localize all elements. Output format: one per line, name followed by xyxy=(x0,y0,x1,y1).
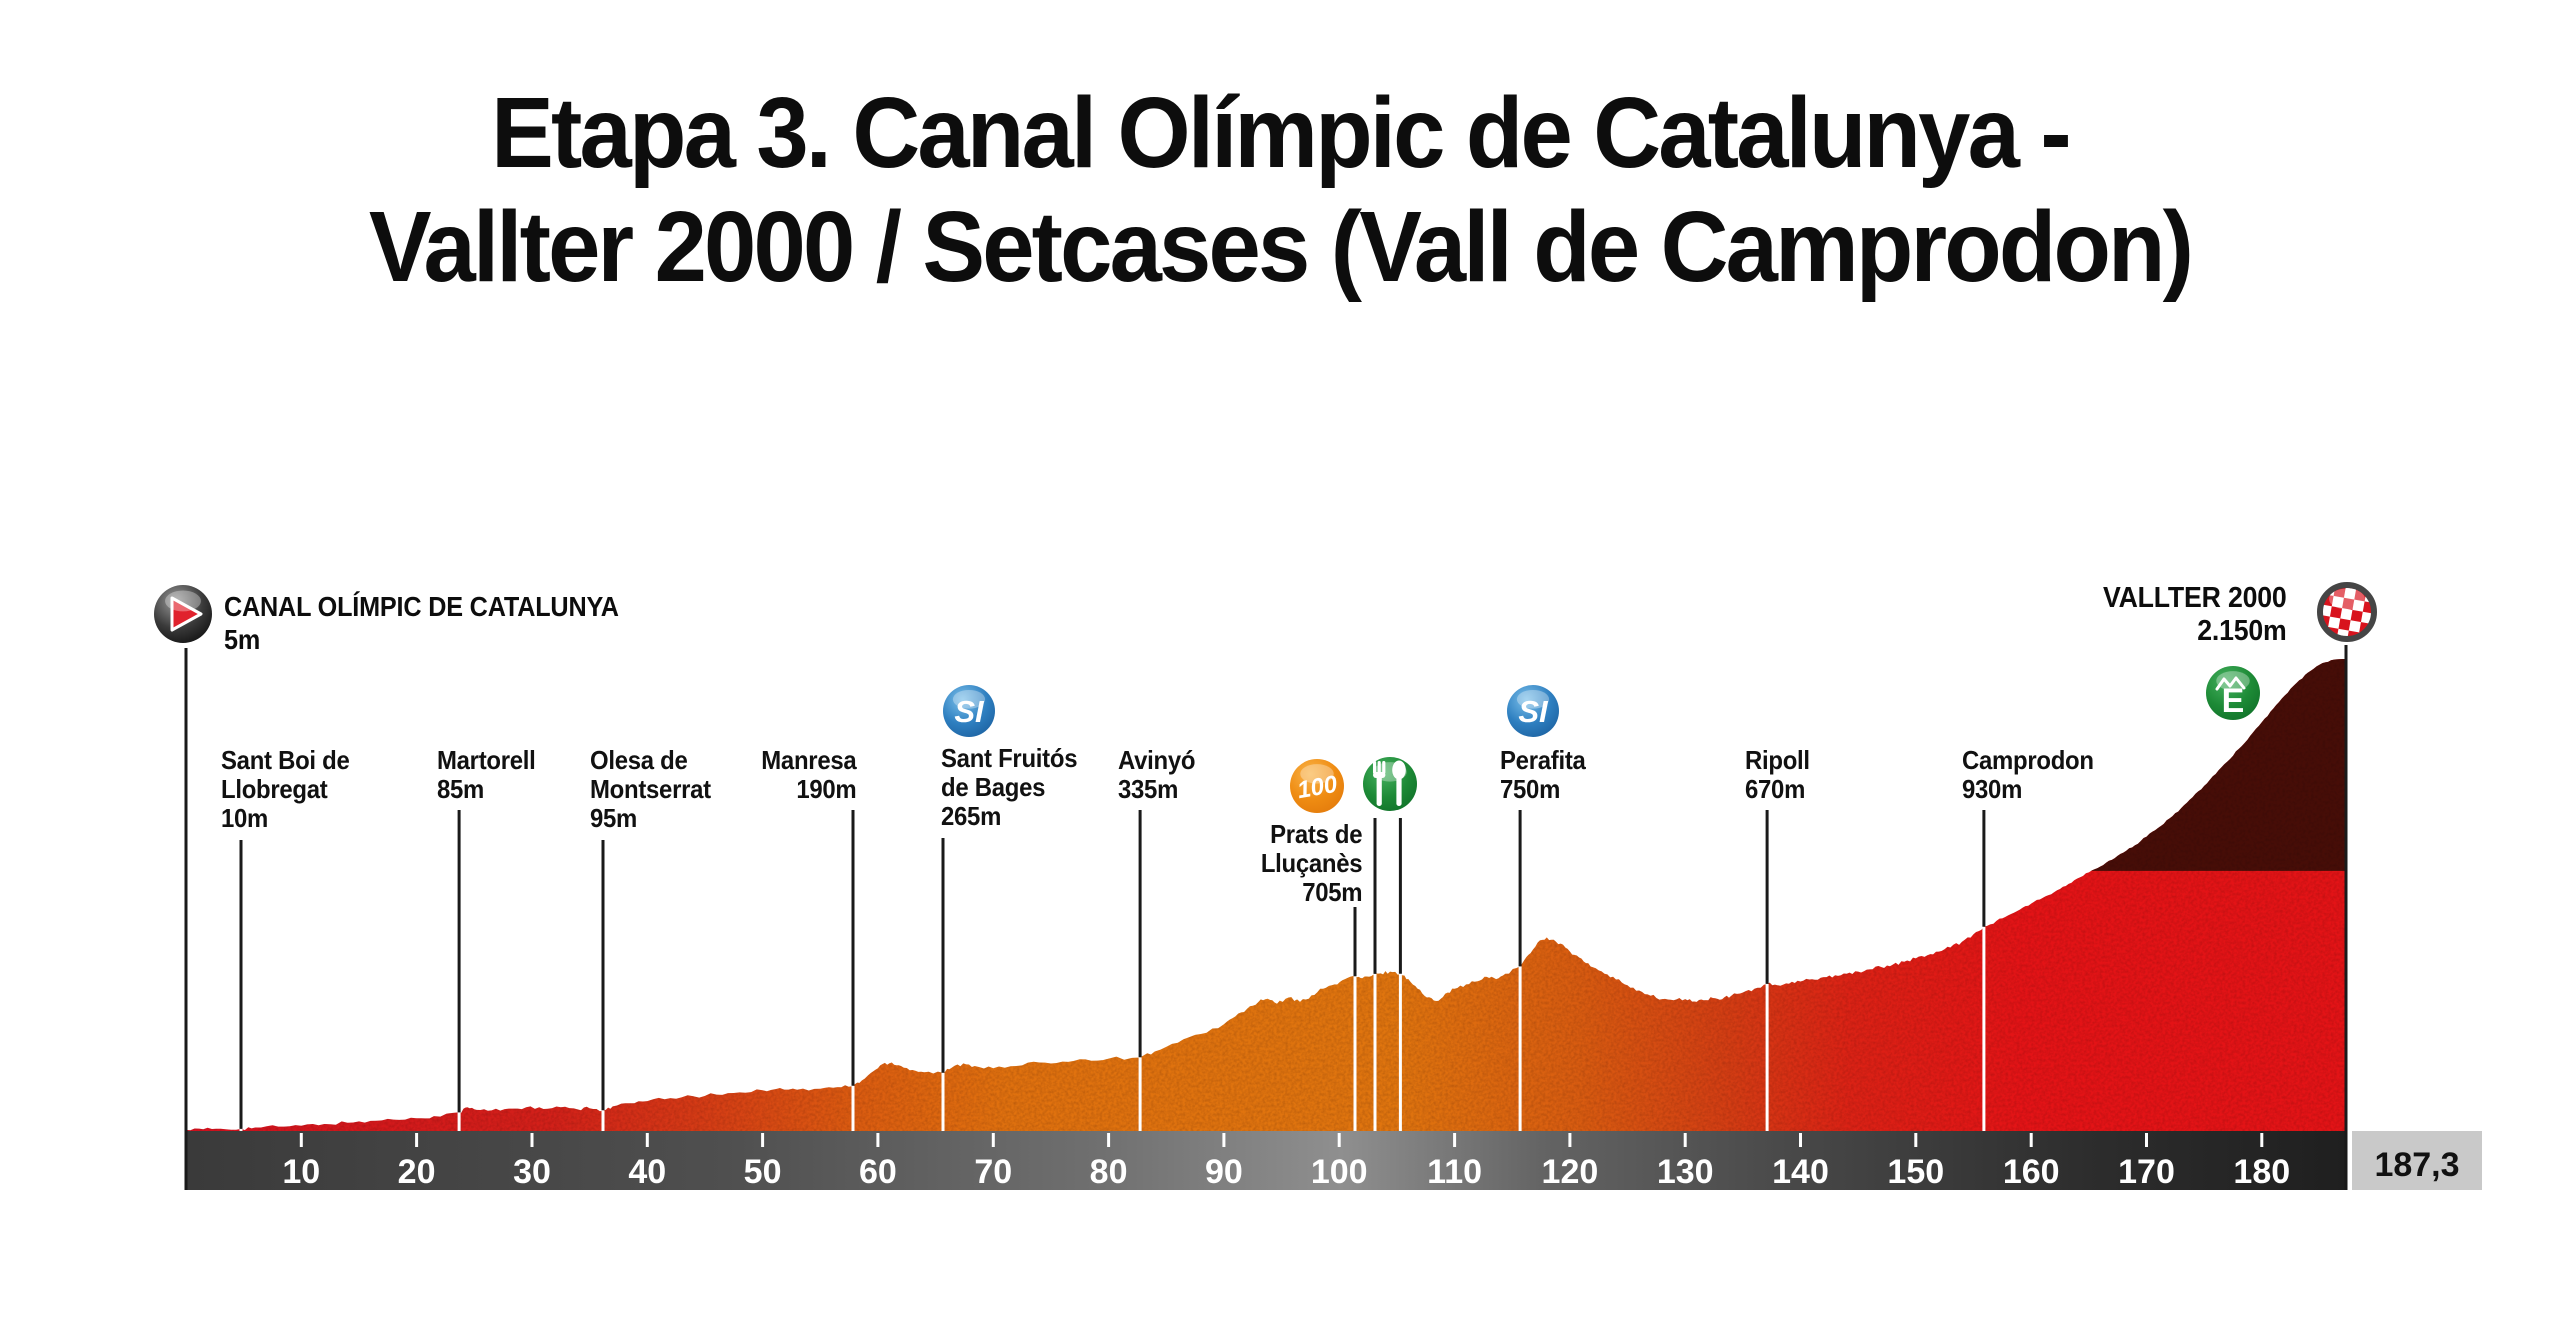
axis-tick-label: 170 xyxy=(2118,1153,2175,1191)
axis-tick-label: 50 xyxy=(744,1153,782,1191)
waypoint-label-line: 930m xyxy=(1962,774,2023,804)
waypoint-label-line: de Bages xyxy=(941,772,1046,802)
axis-tick xyxy=(1222,1133,1226,1147)
category-e-climb-icon: E xyxy=(2206,666,2260,720)
total-distance-box xyxy=(2352,1131,2482,1190)
waypoint-label-line: Camprodon xyxy=(1962,745,2094,775)
waypoint-label-olesa: Olesa de Montserrat 95m xyxy=(590,746,711,833)
axis-tick-label: 60 xyxy=(859,1153,897,1191)
axis-tick xyxy=(876,1133,880,1147)
waypoint-label-ripoll: Ripoll 670m xyxy=(1745,746,1810,804)
waypoint-label-line: Prats de xyxy=(1269,819,1362,849)
axis-tick-label: 20 xyxy=(398,1153,436,1191)
axis-tick-label: 40 xyxy=(628,1153,666,1191)
axis-tick xyxy=(1337,1133,1341,1147)
total-distance-label: 187,3 xyxy=(2374,1146,2459,1184)
waypoint-label-martorell: Martorell 85m xyxy=(437,746,536,804)
axis-tick xyxy=(1107,1133,1111,1147)
axis-tick-label: 80 xyxy=(1090,1153,1128,1191)
waypoint-label-line: Sant Fruitós xyxy=(941,743,1078,773)
waypoint-label-line: Llobregat xyxy=(221,774,328,804)
waypoint-label-perafita: Perafita 750m xyxy=(1500,746,1586,804)
waypoint-label-prats: Prats de Lluçanès 705m xyxy=(1260,819,1363,907)
page-title-line2: Vallter 2000 / Setcases (Vall de Camprod… xyxy=(368,191,2194,303)
page-title: Etapa 3. Canal Olímpic de Catalunya - Va… xyxy=(77,76,2483,304)
waypoint-label-line: 95m xyxy=(590,803,638,833)
waypoint-label-line: Olesa de xyxy=(590,745,688,775)
axis-tick xyxy=(761,1133,765,1147)
page-title-line1: Etapa 3. Canal Olímpic de Catalunya - xyxy=(491,77,2072,189)
svg-text:SI: SI xyxy=(1518,694,1549,729)
axis-tick xyxy=(415,1133,419,1147)
waypoint-label-line: 335m xyxy=(1118,774,1179,804)
waypoint-label-avinyo: Avinyó 335m xyxy=(1118,746,1195,804)
start-name: CANAL OLÍMPIC DE CATALUNYA xyxy=(224,591,619,622)
axis-tick-label: 10 xyxy=(282,1153,320,1191)
axis-tick-label: 160 xyxy=(2003,1153,2060,1191)
start-elevation: 5m xyxy=(224,624,261,655)
axis-tick-label: 130 xyxy=(1657,1153,1714,1191)
axis-tick xyxy=(1799,1133,1802,1147)
waypoint-label-sant-fruitos: Sant Fruitós de Bages 265m xyxy=(941,743,1078,831)
waypoint-label-camprodon: Camprodon 930m xyxy=(1962,746,2094,804)
route-icons-group: SI SI 100 E xyxy=(154,582,2377,813)
axis-tick-label: 30 xyxy=(513,1153,551,1191)
km-100-icon: 100 xyxy=(1290,759,1344,813)
waypoint-label-line: 265m xyxy=(941,801,1002,831)
waypoint-label-sant-boi: Sant Boi de Llobregat 10m xyxy=(221,746,350,833)
axis-tick xyxy=(299,1133,303,1147)
axis-tick-label: 140 xyxy=(1772,1153,1829,1191)
feed-zone-icon xyxy=(1363,757,1417,811)
axis-tick xyxy=(530,1133,534,1147)
axis-tick xyxy=(1683,1133,1687,1147)
axis-tick-label: 90 xyxy=(1205,1153,1243,1191)
distance-axis-bar xyxy=(186,1131,2346,1190)
finish-name: VALLTER 2000 xyxy=(2103,582,2287,614)
waypoint-label-line: 10m xyxy=(221,803,269,833)
waypoint-label-line: 705m xyxy=(1301,877,1362,907)
waypoint-label-line: Avinyó xyxy=(1118,745,1196,775)
axis-tick xyxy=(1914,1133,1918,1147)
finish-elevation: 2.150m xyxy=(2197,615,2288,647)
axis-tick xyxy=(991,1133,995,1147)
intermediate-sprint-icon: SI xyxy=(943,685,995,737)
axis-tick-label: 120 xyxy=(1542,1153,1599,1191)
profile-area-group: 10 20 30 40 50 60 70 80 90 100 110 120 130 140 150 160 1… xyxy=(184,645,2482,1191)
axis-tick-label: 100 xyxy=(1311,1153,1368,1191)
axis-tick-label: 180 xyxy=(2233,1153,2290,1191)
intermediate-sprint-icon: SI xyxy=(1507,685,1559,737)
svg-text:SI: SI xyxy=(954,694,985,729)
axis-tick xyxy=(1453,1133,1457,1147)
finish-icon xyxy=(2317,582,2377,642)
waypoint-label-line: Lluçanès xyxy=(1260,848,1363,878)
waypoint-label-manresa: Manresa 190m xyxy=(761,746,856,804)
waypoint-label-line: Sant Boi de xyxy=(221,745,350,775)
axis-tick-label: 110 xyxy=(1427,1153,1482,1191)
finish-label: VALLTER 2000 2.150m xyxy=(2103,582,2287,648)
axis-tick xyxy=(1568,1133,1572,1147)
waypoint-label-line: Ripoll xyxy=(1745,745,1810,775)
axis-tick xyxy=(2145,1133,2148,1147)
waypoint-label-line: 190m xyxy=(795,774,856,804)
waypoint-label-line: Manresa xyxy=(760,745,856,775)
start-label: CANAL OLÍMPIC DE CATALUNYA 5m xyxy=(224,590,619,656)
axis-tick xyxy=(2029,1133,2033,1147)
axis-tick xyxy=(645,1133,649,1147)
waypoint-label-line: Perafita xyxy=(1500,745,1586,775)
waypoint-label-line: 85m xyxy=(437,774,485,804)
waypoint-label-line: Montserrat xyxy=(590,774,711,804)
axis-tick-label: 70 xyxy=(974,1153,1012,1191)
start-icon xyxy=(154,585,212,643)
waypoint-label-line: 750m xyxy=(1500,774,1561,804)
waypoint-label-line: 670m xyxy=(1745,774,1806,804)
waypoint-label-line: Martorell xyxy=(437,745,536,775)
axis-tick xyxy=(2260,1133,2264,1147)
axis-tick-label: 150 xyxy=(1887,1153,1944,1191)
svg-text:E: E xyxy=(2222,682,2245,720)
